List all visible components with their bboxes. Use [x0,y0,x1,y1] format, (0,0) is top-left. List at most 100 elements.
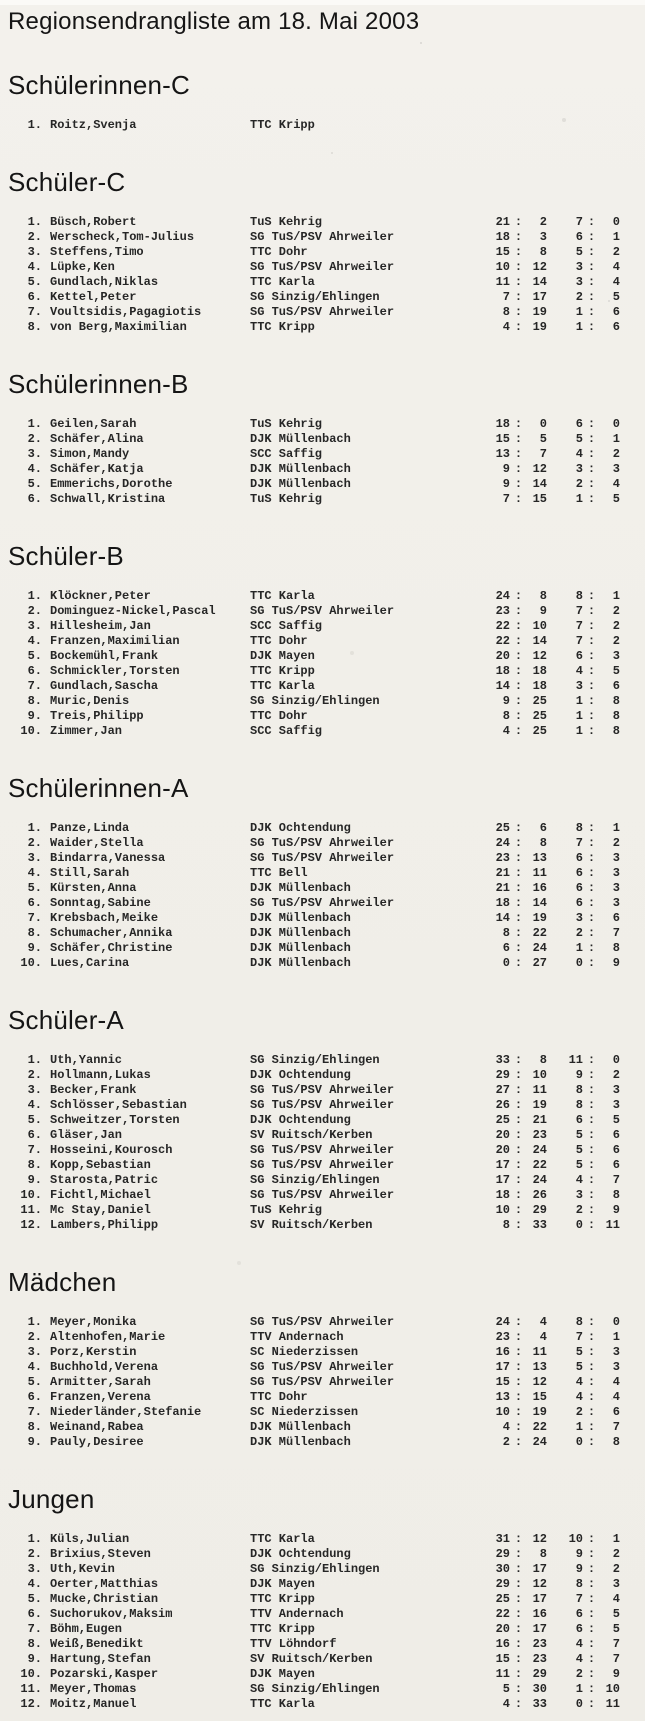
matches-won: 4 [575,1375,583,1389]
player-name: Sonntag,Sabine [50,896,151,910]
matches-lost: 8 [612,694,620,708]
matches-lost: 2 [612,245,620,259]
rank-number: 7. [27,305,42,319]
games-lost: 30 [532,1682,547,1696]
matches-score: 7: 0 [561,215,620,230]
games-lost: 29 [532,1203,547,1217]
score-colon: : [514,1622,523,1636]
matches-score: 8: 3 [561,1083,620,1098]
score-colon: : [587,1173,596,1187]
matches-lost: 7 [612,1173,620,1187]
club-name: TTC Kripp [250,1622,315,1636]
games-score: 9:12 [462,462,547,477]
matches-won: 7 [575,604,583,618]
ranking-row: 7. Gundlach,Sascha TTC Karla 14:18 3:6 [8,679,635,694]
player-name: Lambers,Philipp [50,1218,159,1232]
matches-score: 1: 6 [561,320,620,335]
matches-lost: 11 [605,1697,620,1711]
games-score: 20:17 [462,1622,547,1637]
games-score: 4:19 [462,320,547,335]
ranking-row: 6. Sonntag,Sabine SG TuS/PSV Ahrweiler 18:1… [8,896,635,911]
matches-score: 3: 6 [561,679,620,694]
matches-won: 8 [575,1083,583,1097]
games-lost: 16 [532,881,547,895]
player-name: Voultsidis,Pagagiotis [50,305,202,319]
score-colon: : [514,290,523,304]
rank-number: 6. [27,1607,42,1621]
club-name: SC Niederzissen [250,1405,359,1419]
club-name: SG TuS/PSV Ahrweiler [250,305,395,319]
matches-lost: 6 [612,1143,620,1157]
matches-score: 1: 6 [561,305,620,320]
games-lost: 11 [532,1083,547,1097]
rank-number: 7. [27,1405,42,1419]
games-score: 24: 4 [462,1315,547,1330]
player-name: Bindarra,Vanessa [50,851,166,865]
matches-won: 7 [575,1592,583,1606]
club-name: TTC Karla [250,275,315,289]
score-colon: : [587,320,596,334]
matches-score: 4:4 [561,1390,620,1405]
games-score: 10:12 [462,260,547,275]
games-won: 18 [495,664,510,678]
club-name: TTC Bell [250,866,308,880]
club-name: SG Sinzig/Ehlingen [250,1053,380,1067]
games-won: 15 [495,432,510,446]
ranking-row: 3. Bindarra,Vanessa SG TuS/PSV Ahrweiler 23… [8,851,635,866]
player-name: Hosseini,Kourosch [50,1143,173,1157]
games-lost: 4 [539,1330,547,1344]
games-lost: 15 [532,492,547,506]
games-won: 21 [495,215,510,229]
matches-lost: 0 [612,417,620,431]
games-won: 13 [495,447,510,461]
ranking-row: 7. Krebsbach,Meike DJK Müllenbach 14:19 3:6 [8,911,635,926]
rank-number: 1. [27,1315,42,1329]
matches-won: 8 [575,1098,583,1112]
games-won: 23 [495,604,510,618]
games-score: 20:12 [462,649,547,664]
rank-number: 7. [27,679,42,693]
club-name: TTC Karla [250,1532,315,1546]
matches-won: 3 [575,679,583,693]
score-colon: : [587,1143,596,1157]
club-name: DJK Mayen [250,649,315,663]
ranking-section: Schülerinnen-A 1. Panze,Linda DJK Ochtendun… [8,773,635,971]
matches-score: 7: 4 [561,1592,620,1607]
matches-lost: 4 [612,260,620,274]
club-name: SV Ruitsch/Kerben [250,1652,373,1666]
player-name: Uth,Kevin [50,1562,115,1576]
games-won: 29 [495,1068,510,1082]
games-score: 30:17 [462,1562,547,1577]
matches-won: 6 [575,1607,583,1621]
matches-lost: 0 [612,215,620,229]
ranking-section: Schüler-B 1. Klöckner,Peter TTC Karla 24:8 8:… [8,541,635,739]
score-colon: : [514,1188,523,1202]
ranking-row: 4. Lüpke,Ken SG TuS/PSV Ahrweiler 10:12 3:4 [8,260,635,275]
score-colon: : [587,926,596,940]
score-colon: : [514,260,523,274]
score-colon: : [514,821,523,835]
score-colon: : [587,896,596,910]
ranking-row: 8. Schumacher,Annika DJK Müllenbach 8:22 2:7 [8,926,635,941]
club-name: TTC Kripp [250,118,315,132]
games-lost: 25 [532,694,547,708]
score-colon: : [514,896,523,910]
player-name: Dominguez-Nickel,Pascal [50,604,216,618]
ranking-row: 4. Still,Sarah TTC Bell 21:11 6:3 [8,866,635,881]
club-name: SG Sinzig/Ehlingen [250,1682,380,1696]
matches-won: 3 [575,1188,583,1202]
games-lost: 8 [539,589,547,603]
section-heading: Schüler-B [8,541,124,571]
games-won: 20 [495,1622,510,1636]
matches-score: 1: 8 [561,941,620,956]
rank-number: 1. [27,118,42,132]
matches-lost: 10 [605,1682,620,1696]
games-lost: 26 [532,1188,547,1202]
score-colon: : [587,911,596,925]
ranking-row: 6. Franzen,Verena TTC Dohr 13:15 4:4 [8,1390,635,1405]
matches-score: 5: 3 [561,1345,620,1360]
games-won: 15 [495,1652,510,1666]
matches-lost: 3 [612,866,620,880]
matches-score: 1: 7 [561,1420,620,1435]
ranking-row: 9. Starosta,Patric SG Sinzig/Ehlingen 17:24… [8,1173,635,1188]
